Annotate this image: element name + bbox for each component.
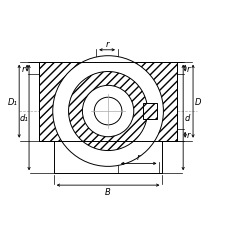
Text: r: r bbox=[22, 64, 25, 73]
Bar bbox=[54, 141, 162, 174]
Text: r: r bbox=[186, 64, 190, 73]
Text: r: r bbox=[105, 40, 108, 49]
Bar bbox=[39, 62, 177, 141]
Text: D₁: D₁ bbox=[7, 97, 17, 106]
Circle shape bbox=[52, 57, 163, 167]
Text: d: d bbox=[183, 113, 189, 123]
Circle shape bbox=[68, 72, 147, 151]
Circle shape bbox=[82, 86, 133, 137]
Bar bbox=[142, 104, 157, 119]
Text: B: B bbox=[105, 187, 110, 196]
Text: r: r bbox=[186, 131, 190, 140]
Bar bbox=[39, 62, 177, 141]
Text: D: D bbox=[194, 97, 201, 106]
Circle shape bbox=[94, 98, 121, 125]
Text: r: r bbox=[136, 153, 140, 162]
Text: d₁: d₁ bbox=[19, 113, 28, 123]
